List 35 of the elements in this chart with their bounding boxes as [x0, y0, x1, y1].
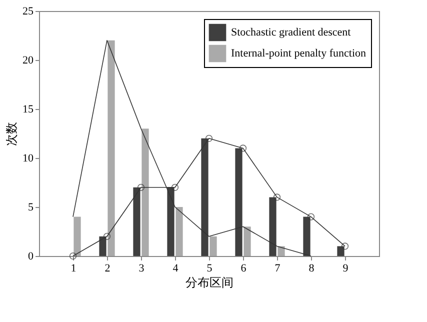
y-tick-label: 10: [22, 152, 34, 164]
point: [171, 184, 179, 191]
point: [69, 252, 77, 260]
x-tick-label: 9: [342, 262, 349, 274]
x-tick-label: 5: [206, 262, 213, 274]
legend-label: Internal-point penalty function: [231, 48, 367, 60]
point: [205, 134, 213, 142]
point: [137, 184, 145, 191]
point: [103, 232, 111, 240]
x-tick-label: 7: [274, 262, 281, 274]
bar: [210, 236, 217, 256]
point: [307, 213, 315, 220]
x-tick-label: 1: [70, 262, 76, 274]
bar: [142, 128, 149, 256]
x-tick-label: 8: [308, 262, 315, 274]
point: [341, 242, 349, 250]
bar: [108, 40, 115, 256]
point: [273, 194, 281, 201]
legend-label: Stochastic gradient descent: [231, 26, 351, 38]
y-tick-label: 0: [28, 250, 34, 262]
y-tick-label: 20: [22, 54, 34, 66]
bar: [74, 216, 81, 256]
y-tick-label: 5: [28, 202, 34, 214]
bar: [244, 226, 251, 256]
x-tick-label: 6: [240, 262, 247, 274]
x-tick-label: 3: [138, 262, 145, 274]
bar: [278, 246, 285, 256]
x-tick-label: 4: [172, 262, 179, 274]
bar: [176, 207, 183, 256]
point: [239, 144, 247, 152]
x-tick-label: 2: [104, 262, 110, 274]
y-tick-label: 25: [22, 6, 34, 18]
y-tick-label: 15: [22, 104, 34, 116]
x-axis-title: 分布区间: [186, 276, 234, 290]
y-axis-title: 次数: [4, 122, 18, 146]
